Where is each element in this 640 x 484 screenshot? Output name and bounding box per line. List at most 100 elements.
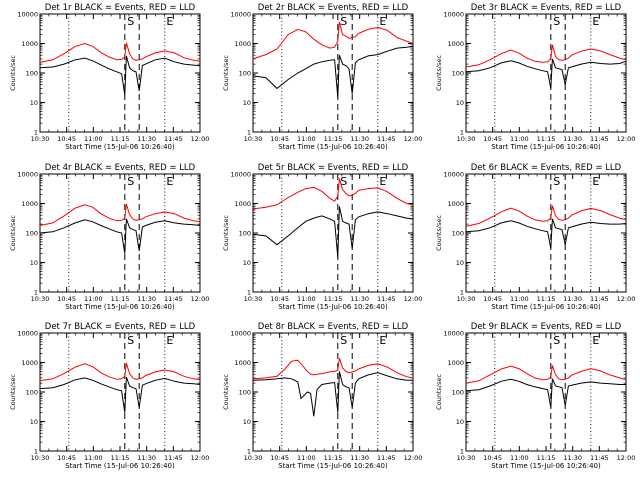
series-lld-line [39, 42, 201, 63]
panel-title: Det 7r BLACK = Events, RED = LLD [45, 322, 196, 332]
y-tick-label: 10 [243, 418, 251, 426]
panel-title: Det 2r BLACK = Events, RED = LLD [258, 3, 409, 13]
marker-S: S [553, 175, 560, 188]
series-events-line [39, 55, 201, 96]
x-tick-label: 11:45 [590, 295, 609, 303]
y-tick-label: 10000 [17, 330, 38, 338]
x-axis-label: Start Time (15-Jul-06 10:26:40) [278, 462, 388, 470]
y-tick-label: 100 [452, 389, 464, 397]
x-tick-label: 10:45 [270, 454, 289, 462]
panel-title: Det 9r BLACK = Events, RED = LLD [471, 322, 622, 332]
x-axis-label: Start Time (15-Jul-06 10:26:40) [65, 462, 175, 470]
x-tick-label: 10:30 [457, 295, 476, 303]
y-tick-label: 1000 [21, 200, 38, 208]
x-axis-label: Start Time (15-Jul-06 10:26:40) [491, 303, 601, 311]
x-tick-label: 12:00 [404, 454, 423, 462]
x-axis-label: Start Time (15-Jul-06 10:26:40) [278, 143, 388, 151]
y-tick-label: 10000 [17, 11, 38, 19]
marker-E: E [379, 175, 386, 188]
x-tick-label: 11:45 [164, 135, 183, 143]
x-tick-label: 10:30 [244, 454, 263, 462]
series-events-line [465, 378, 626, 408]
x-tick-label: 11:30 [563, 135, 582, 143]
x-axis-label: Start Time (15-Jul-06 10:26:40) [278, 303, 388, 311]
x-tick-label: 11:30 [137, 295, 156, 303]
x-tick-label: 11:30 [137, 135, 156, 143]
panel-1: Det 1r BLACK = Events, RED = LLD 1 10 100 10… [9, 3, 209, 151]
marker-E: E [379, 334, 386, 347]
x-tick-label: 11:15 [537, 135, 556, 143]
series-lld-line [465, 44, 627, 68]
plot-frame [465, 173, 627, 293]
x-tick-label: 11:30 [350, 135, 369, 143]
x-tick-label: 11:00 [297, 295, 316, 303]
x-tick-label: 11:00 [297, 135, 316, 143]
y-tick-label: 1000 [21, 40, 38, 48]
panel-title: Det 1r BLACK = Events, RED = LLD [45, 3, 196, 13]
y-tick-label: 1000 [447, 40, 464, 48]
x-tick-label: 11:30 [350, 454, 369, 462]
marker-E: E [166, 334, 173, 347]
y-tick-label: 1000 [234, 359, 251, 367]
x-tick-label: 11:45 [377, 454, 396, 462]
y-tick-label: 10 [30, 418, 38, 426]
y-tick-label: 100 [452, 70, 464, 78]
y-axis-label: Counts/sec [435, 55, 443, 91]
x-tick-label: 10:45 [270, 295, 289, 303]
y-tick-label: 1 [247, 448, 251, 456]
panel-8: Det 8r BLACK = Events, RED = LLD 1 10 100 10… [222, 322, 422, 470]
y-tick-label: 1 [247, 289, 251, 297]
series-lld-line [252, 178, 414, 210]
x-tick-label: 11:15 [111, 135, 130, 143]
y-tick-label: 10 [243, 259, 251, 267]
marker-S: S [553, 334, 560, 347]
marker-E: E [379, 15, 386, 28]
y-axis-label: Counts/sec [9, 55, 17, 91]
y-axis-label: Counts/sec [9, 215, 17, 251]
y-tick-label: 1 [460, 129, 464, 137]
y-axis-label: Counts/sec [222, 374, 230, 410]
x-tick-label: 12:00 [191, 295, 210, 303]
panel-5: Det 5r BLACK = Events, RED = LLD 1 10 100 10… [222, 163, 422, 311]
y-tick-label: 100 [26, 70, 38, 78]
series-events-line [465, 218, 627, 249]
marker-S: S [553, 15, 560, 28]
series-events-line [252, 45, 414, 98]
y-tick-label: 10 [456, 418, 464, 426]
x-tick-label: 11:00 [510, 454, 529, 462]
plot-frame [465, 332, 627, 452]
y-axis-label: Counts/sec [435, 215, 443, 251]
x-tick-label: 11:45 [164, 295, 183, 303]
panel-title: Det 3r BLACK = Events, RED = LLD [471, 3, 622, 13]
x-tick-label: 11:15 [111, 454, 130, 462]
panel-title: Det 8r BLACK = Events, RED = LLD [258, 322, 409, 332]
plot-frame [252, 173, 414, 293]
y-tick-label: 10000 [230, 11, 251, 19]
x-tick-label: 11:45 [377, 295, 396, 303]
series-lld-line [252, 358, 414, 380]
marker-S: S [127, 334, 134, 347]
panel-3: Det 3r BLACK = Events, RED = LLD 1 10 100 10… [435, 3, 635, 151]
marker-E: E [592, 175, 599, 188]
series-events-line [252, 206, 414, 258]
x-tick-label: 11:15 [324, 295, 343, 303]
panel-title: Det 5r BLACK = Events, RED = LLD [258, 163, 409, 173]
x-tick-label: 12:00 [617, 135, 636, 143]
x-tick-label: 10:45 [57, 454, 76, 462]
y-tick-label: 10 [456, 259, 464, 267]
panel-7: Det 7r BLACK = Events, RED = LLD 1 10 100 10… [9, 322, 209, 470]
series-lld-line [252, 21, 414, 60]
x-tick-label: 11:45 [590, 135, 609, 143]
x-tick-label: 11:15 [537, 295, 556, 303]
y-tick-label: 10000 [17, 171, 38, 179]
marker-E: E [592, 15, 599, 28]
y-tick-label: 100 [26, 389, 38, 397]
x-tick-label: 11:15 [324, 135, 343, 143]
x-tick-label: 10:30 [31, 454, 50, 462]
x-tick-label: 10:30 [457, 454, 476, 462]
x-tick-label: 11:45 [377, 135, 396, 143]
y-tick-label: 100 [239, 230, 251, 238]
x-tick-label: 10:30 [31, 295, 50, 303]
series-lld-line [465, 205, 627, 227]
